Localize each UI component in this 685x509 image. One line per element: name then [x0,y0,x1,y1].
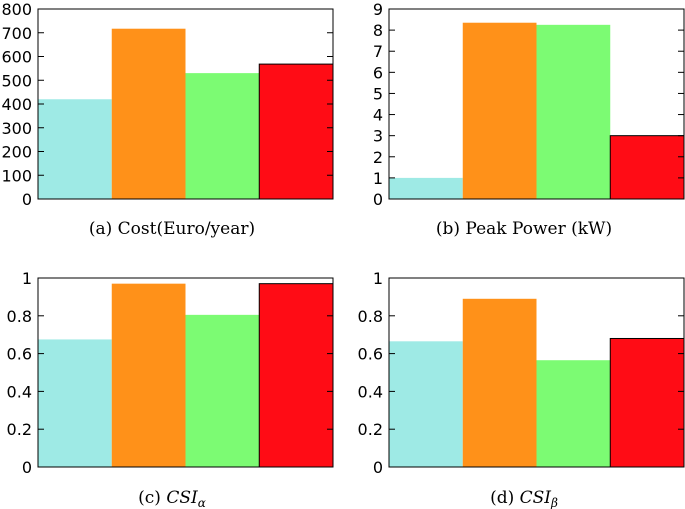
y-tick-label: 0 [22,190,32,209]
bar-c-2 [111,283,186,467]
chart-panel-d: 0 0.2 0.4 0.6 0.8 1 (d) CSIβ [358,269,685,509]
bar-d-4 [609,337,685,468]
y-tick-label: 0.8 [7,307,32,326]
caption-a: (a) Cost(Euro/year) [89,219,255,239]
bar-b-4 [609,135,685,200]
y-tick-label: 0.2 [7,420,32,439]
chart-panel-b: 0 1 2 3 4 5 6 7 8 9 (b) Peak Power (kW) [373,0,685,239]
bar-a-3 [185,73,260,199]
y-tick-label: 2 [373,148,383,167]
y-tick-label: 0 [373,190,383,209]
bar-d-1 [389,341,463,467]
bar-c-4 [258,283,334,468]
y-tick-label: 100 [1,166,32,185]
caption-subscript: β [550,496,558,509]
y-tick-label: 400 [1,95,32,114]
y-tick-label: 0.4 [358,382,383,401]
bar-c-3 [185,314,260,467]
y-tick-label: 200 [1,143,32,162]
bar-a-2 [111,28,186,200]
caption-b: (b) Peak Power (kW) [436,219,612,239]
y-tick-label: 600 [1,48,32,67]
bar-d-2 [462,298,537,467]
y-tick-label: 1 [22,269,32,288]
chart-panel-a: 0 100 200 300 400 500 600 700 800 (a) Cost(Euro/y… [1,0,334,239]
chart-panel-c: 0 0.2 0.4 0.6 0.8 1 (c) CSIα [7,269,334,509]
bar-c-1 [38,339,112,467]
caption-d: (d) CSIβ [490,488,558,509]
y-tick-label: 3 [373,127,383,146]
y-tick-label: 0.6 [358,345,383,364]
caption-c: (c) CSIα [138,488,206,509]
y-tick-label: 5 [373,84,383,103]
y-tick-label: 0.4 [7,382,32,401]
bar-b-1 [389,177,463,199]
y-tick-label: 9 [373,0,383,19]
caption-label: (b) Peak Power (kW) [436,219,612,239]
y-tick-label: 300 [1,119,32,138]
y-tick-label: 0 [373,458,383,477]
bar-a-4 [258,63,334,200]
y-tick-label: 0.2 [358,420,383,439]
plot-frame [388,8,685,200]
y-tick-label: 1 [373,169,383,188]
bar-d-3 [536,360,611,467]
y-tick-label: 800 [1,0,32,19]
caption-label: (c) [138,488,166,508]
caption-label: (d) [490,488,520,508]
caption-label: (a) Cost(Euro/year) [89,219,255,239]
bar-b-2 [462,22,537,199]
y-tick-label: 0.8 [358,307,383,326]
caption-variable: CSI [166,488,198,508]
y-tick-label: 7 [373,42,383,61]
caption-subscript: α [198,496,206,509]
caption-variable: CSI [520,488,552,508]
bar-a-1 [38,99,112,199]
y-tick-label: 700 [1,24,32,43]
y-tick-label: 0.6 [7,345,32,364]
y-tick-label: 500 [1,71,32,90]
plot-frame [37,277,334,468]
y-tick-label: 1 [373,269,383,288]
y-tick-label: 4 [373,106,383,125]
plot-frame [388,277,685,468]
y-tick-label: 0 [22,458,32,477]
bar-b-3 [536,24,611,200]
y-tick-label: 6 [373,63,383,82]
y-tick-label: 8 [373,21,383,40]
